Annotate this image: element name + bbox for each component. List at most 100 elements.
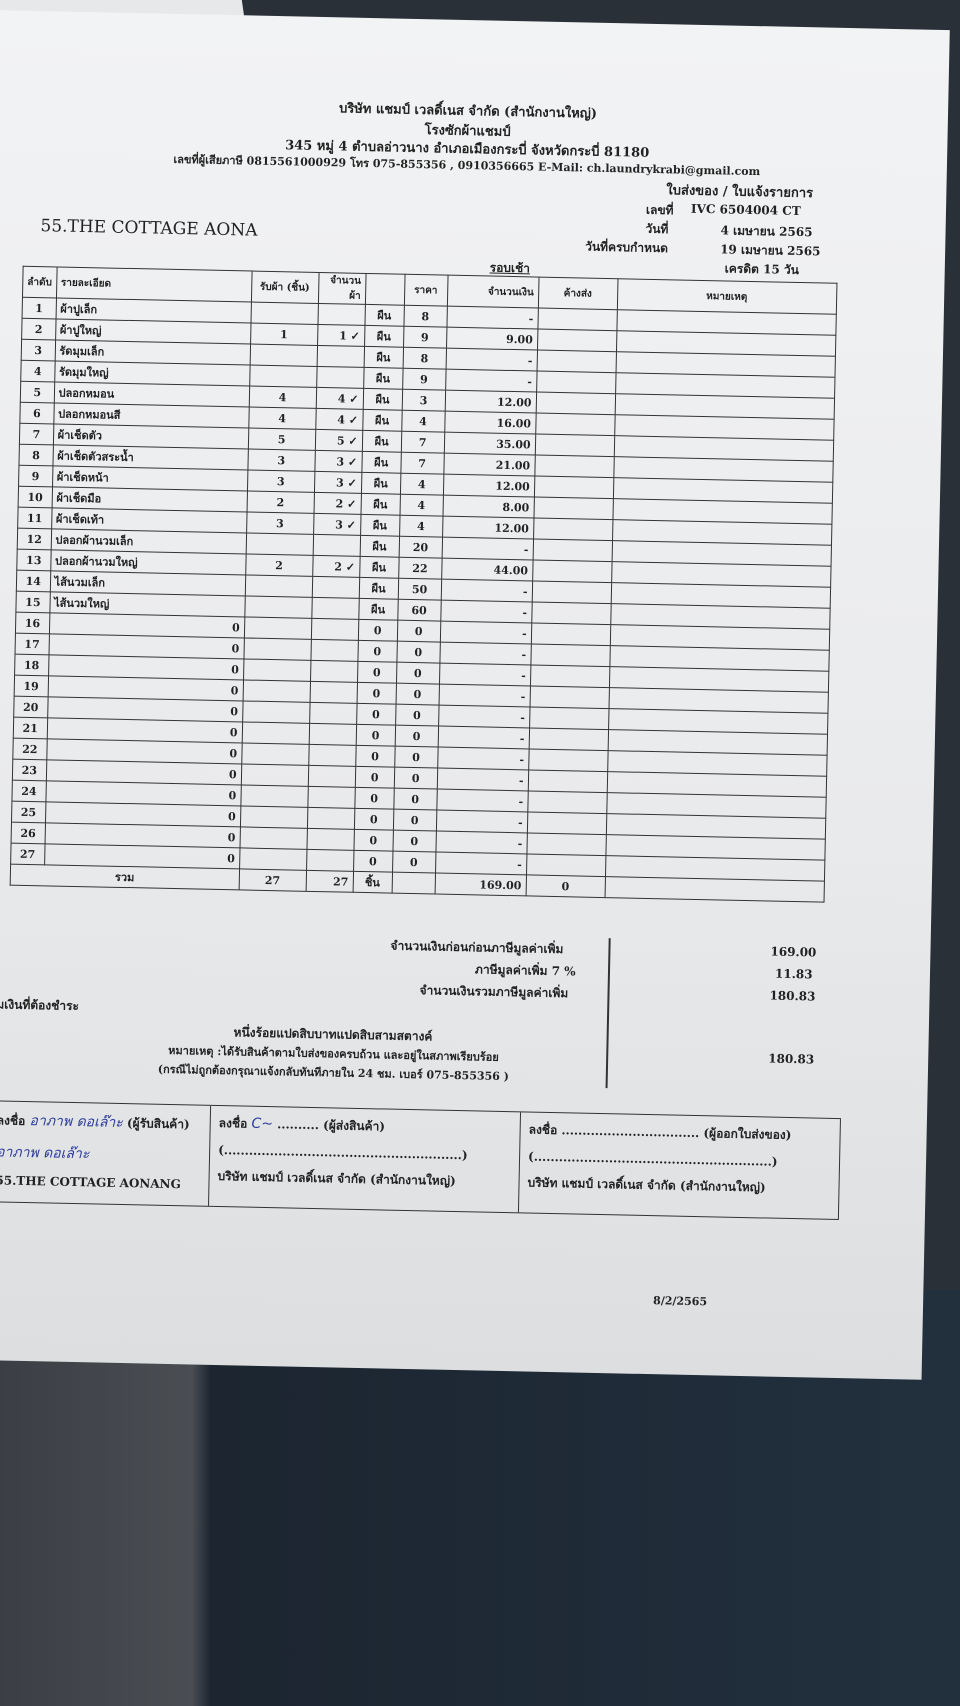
table-cell: 0	[354, 766, 395, 789]
table-cell: 21	[13, 717, 48, 739]
table-cell	[534, 476, 614, 499]
table-cell: 0	[392, 830, 436, 853]
sign-role: (ผู้รับสินค้า)	[126, 1116, 190, 1132]
table-cell: 0	[394, 725, 439, 748]
total-cell	[391, 872, 436, 895]
table-cell: 25	[11, 801, 46, 823]
table-cell	[532, 538, 613, 562]
table-cell	[529, 706, 609, 730]
total-cell: 0	[525, 874, 606, 898]
table-cell: ผืน	[364, 304, 405, 327]
table-cell	[239, 847, 307, 871]
sign-label: ลงชื่อ	[218, 1116, 248, 1131]
table-cell: 5	[247, 428, 316, 451]
table-cell: ผืน	[360, 493, 401, 516]
table-cell: 2	[245, 553, 313, 577]
table-cell: 0	[353, 829, 394, 852]
table-cell	[245, 532, 314, 556]
table-cell	[307, 786, 355, 809]
handwritten-signature: C~	[251, 1115, 274, 1133]
total-cell: 169.00	[434, 873, 527, 896]
table-cell	[534, 434, 615, 457]
table-cell: ผืน	[363, 346, 404, 369]
table-cell: 3	[247, 469, 315, 493]
table-cell: -	[438, 705, 530, 728]
table-cell: 1	[22, 297, 57, 319]
table-cell: ผืน	[361, 472, 401, 495]
doc-type: ใบส่งของ / ใบแจ้งรายการ	[666, 183, 814, 202]
table-cell: 0	[395, 683, 440, 706]
table-cell	[526, 853, 606, 877]
table-cell	[535, 413, 615, 436]
sender-signature: ลงชื่อ C~ .......... (ผู้ส่งสินค้า) (...…	[209, 1105, 522, 1213]
table-cell: -	[440, 579, 533, 602]
table-cell	[242, 679, 311, 703]
table-cell: 13	[16, 549, 51, 571]
table-cell: 0	[356, 703, 396, 726]
table-cell: 2	[21, 318, 56, 340]
table-cell: 2 ✓	[313, 492, 362, 515]
sign-role: (ผู้ออกใบส่งของ)	[703, 1126, 792, 1143]
table-cell: 44.00	[441, 558, 533, 581]
table-cell: ผืน	[358, 577, 399, 600]
table-cell: -	[436, 789, 528, 812]
table-cell: 22	[398, 557, 442, 580]
table-cell	[527, 790, 607, 814]
table-cell	[308, 744, 356, 767]
table-cell: 19	[14, 675, 49, 697]
vat-label: ภาษีมูลค่าเพิ่ม 7 %	[474, 962, 576, 979]
table-cell: 0	[396, 662, 440, 685]
vat-amount: 11.83	[774, 966, 813, 982]
table-cell: 4 ✓	[315, 387, 364, 410]
table-cell	[529, 685, 610, 709]
table-cell: 12.00	[444, 390, 537, 414]
divider	[605, 938, 611, 1089]
total-cell: ชิ้น	[352, 871, 393, 894]
table-cell: ผืน	[359, 535, 400, 558]
table-cell	[242, 700, 310, 724]
table-cell: 35.00	[443, 432, 536, 456]
table-cell: 8	[402, 347, 447, 370]
column-header: ราคา	[404, 274, 448, 307]
table-cell	[249, 365, 317, 388]
doc-no: IVC 6504004 CT	[690, 201, 801, 219]
table-cell: 0	[393, 788, 437, 811]
table-cell: -	[435, 810, 528, 833]
table-cell: 0	[355, 724, 396, 747]
table-cell: 0	[356, 682, 397, 705]
table-cell	[243, 616, 312, 640]
table-cell: 24	[11, 780, 46, 802]
table-cell: -	[436, 768, 529, 791]
table-cell: 0	[357, 661, 397, 684]
column-header: ลำดับ	[22, 266, 57, 298]
table-cell: 12	[17, 528, 52, 550]
table-cell: ผืน	[362, 388, 403, 411]
table-cell: -	[439, 621, 532, 644]
table-cell: 1 ✓	[317, 324, 365, 347]
table-cell: 9	[403, 326, 447, 349]
table-cell: -	[441, 537, 534, 560]
table-cell	[311, 597, 359, 620]
table-cell	[240, 763, 309, 787]
table-cell: 0	[354, 808, 394, 831]
table-cell: 8	[403, 305, 447, 328]
table-cell: -	[435, 852, 527, 875]
table-cell	[243, 658, 311, 682]
payable-label: รวมเงินที่ต้องชำระ	[0, 997, 80, 1014]
footer-date: 8/2/2565	[652, 1294, 708, 1309]
table-cell: 2 ✓	[312, 555, 360, 578]
items-table: ลำดับ รายละเอียด รับผ้า (ชิ้น) จำนวนผ้า ราคา…	[10, 266, 837, 903]
table-cell: 16.00	[444, 411, 536, 435]
table-cell: 3	[401, 389, 446, 412]
table-cell: 4	[20, 360, 55, 382]
table-cell: 0	[392, 851, 436, 874]
table-cell	[530, 622, 611, 646]
table-cell: 3	[246, 511, 314, 535]
table-cell: 60	[397, 599, 441, 622]
table-cell	[306, 849, 354, 872]
doc-no-label: เลขที่	[645, 202, 674, 218]
table-cell	[312, 534, 361, 557]
signature-section: ลงชื่อ อาภาพ ดอเล๊าะ (ผู้รับสินค้า) อาภา…	[0, 1100, 841, 1221]
table-cell: 2	[246, 490, 315, 514]
table-cell: 8	[18, 444, 53, 466]
